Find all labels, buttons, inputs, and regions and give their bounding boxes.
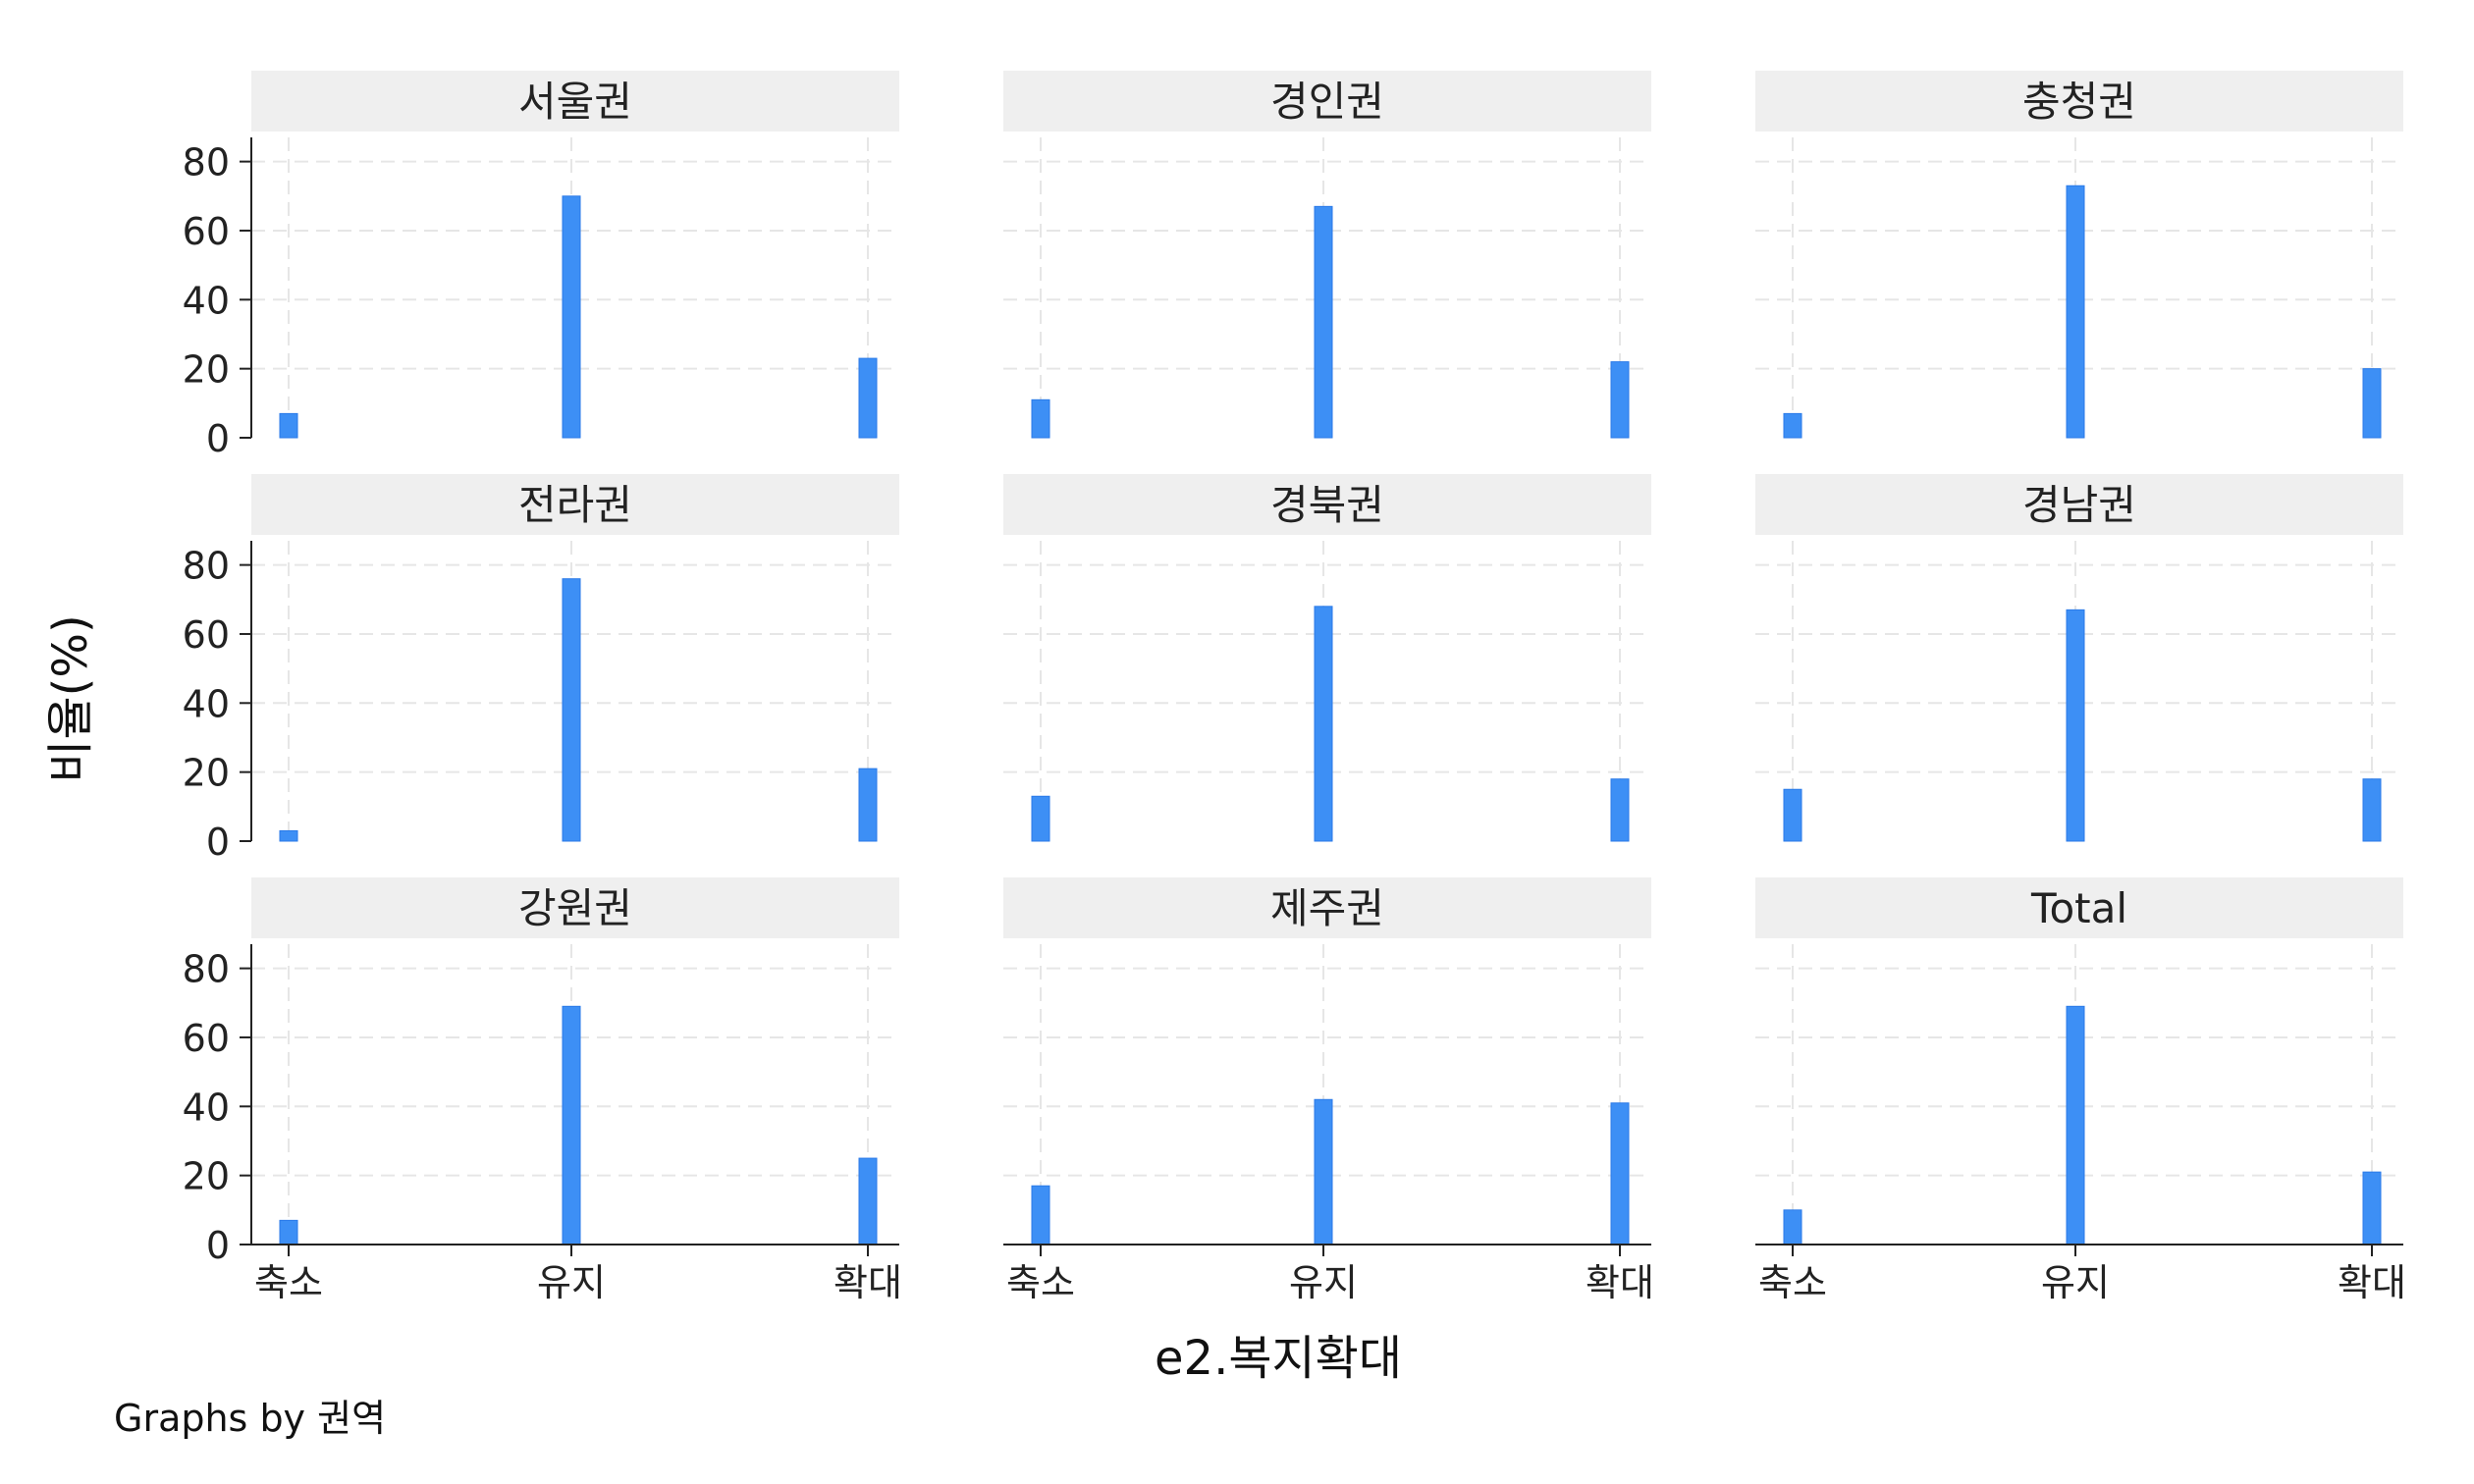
bar-유지 xyxy=(1314,606,1333,842)
bar-축소 xyxy=(1031,398,1050,439)
bar-확대 xyxy=(1610,361,1630,439)
panel-title: 충청권 xyxy=(2022,78,2136,126)
y-tick-label: 20 xyxy=(183,348,230,392)
bar-축소 xyxy=(1783,1209,1802,1246)
y-tick-label: 40 xyxy=(183,279,230,322)
panel-1: 서울권 0 20 40 60 80 xyxy=(183,71,899,460)
panel-7: 강원권 0 20 40 60 80 축소 유지 확대 xyxy=(183,877,902,1304)
panel-header xyxy=(251,474,899,535)
panel-header xyxy=(1003,877,1651,938)
bar-확대 xyxy=(1610,778,1630,842)
y-tick-label: 0 xyxy=(206,1224,230,1267)
x-axis-title: e2.복지확대 xyxy=(1155,1331,1402,1386)
bar-유지 xyxy=(2066,609,2085,842)
bar-확대 xyxy=(858,768,878,842)
panel-2: 경인권 xyxy=(1003,71,1651,439)
y-tick-label: 80 xyxy=(183,545,230,588)
x-tick-label: 확대 xyxy=(1586,1261,1654,1304)
bar-유지 xyxy=(1314,1098,1333,1246)
y-tick-label: 40 xyxy=(183,1086,230,1129)
x-tick-label: 유지 xyxy=(1289,1261,1358,1304)
panel-header xyxy=(1003,474,1651,535)
panel-title: 서울권 xyxy=(518,78,632,126)
panel-title: 경남권 xyxy=(2022,481,2136,529)
panel-header xyxy=(1755,877,2403,938)
bar-축소 xyxy=(279,829,298,842)
panel-title: 전라권 xyxy=(518,481,632,529)
bar-유지 xyxy=(1314,205,1333,439)
x-tick-label: 확대 xyxy=(834,1261,902,1304)
graphs-by-note: Graphs by 권역 xyxy=(114,1397,386,1440)
bar-축소 xyxy=(279,1219,298,1246)
bar-유지 xyxy=(2066,185,2085,439)
y-tick-label: 60 xyxy=(183,613,230,657)
y-tick-label: 20 xyxy=(183,1155,230,1198)
panel-title: 경북권 xyxy=(1270,481,1384,529)
bar-축소 xyxy=(1031,1185,1050,1246)
y-tick-label: 60 xyxy=(183,1017,230,1060)
y-axis-title: 비율(%) xyxy=(43,614,98,782)
bar-확대 xyxy=(2362,368,2382,439)
bar-유지 xyxy=(562,195,581,439)
bar-확대 xyxy=(2362,778,2382,842)
panel-header xyxy=(1755,71,2403,132)
x-tick-label: 축소 xyxy=(1006,1261,1075,1304)
panel-9: Total 축소 유지 확대 xyxy=(1755,877,2406,1304)
panel-title: 경인권 xyxy=(1270,78,1384,126)
panel-5: 경북권 xyxy=(1003,474,1651,842)
y-tick-label: 20 xyxy=(183,752,230,795)
y-tick-label: 0 xyxy=(206,821,230,864)
bar-확대 xyxy=(1610,1102,1630,1246)
bar-축소 xyxy=(1031,795,1050,842)
y-tick-label: 60 xyxy=(183,210,230,253)
bar-확대 xyxy=(858,1157,878,1246)
panel-title: 제주권 xyxy=(1270,884,1384,932)
y-tick-label: 40 xyxy=(183,682,230,725)
x-tick-label: 유지 xyxy=(2041,1261,2110,1304)
panel-6: 경남권 xyxy=(1755,474,2403,842)
panel-title: Total xyxy=(2030,884,2127,932)
panel-4: 전라권 0 20 40 60 80 xyxy=(183,474,899,864)
bar-확대 xyxy=(858,357,878,439)
y-tick-label: 80 xyxy=(183,141,230,185)
y-tick-label: 0 xyxy=(206,417,230,460)
bar-유지 xyxy=(562,1005,581,1246)
panel-3: 충청권 xyxy=(1755,71,2403,439)
x-tick-label: 축소 xyxy=(1758,1261,1827,1304)
panel-header xyxy=(1003,71,1651,132)
bar-축소 xyxy=(279,412,298,439)
x-tick-label: 유지 xyxy=(537,1261,606,1304)
x-tick-label: 축소 xyxy=(254,1261,323,1304)
panel-header xyxy=(251,877,899,938)
bar-축소 xyxy=(1783,412,1802,439)
bar-축소 xyxy=(1783,788,1802,842)
panel-title: 강원권 xyxy=(518,884,632,932)
x-tick-label: 확대 xyxy=(2338,1261,2406,1304)
y-tick-label: 80 xyxy=(183,948,230,991)
panel-header xyxy=(1755,474,2403,535)
bar-확대 xyxy=(2362,1171,2382,1246)
bar-유지 xyxy=(562,578,581,842)
panel-header xyxy=(251,71,899,132)
bar-유지 xyxy=(2066,1005,2085,1246)
